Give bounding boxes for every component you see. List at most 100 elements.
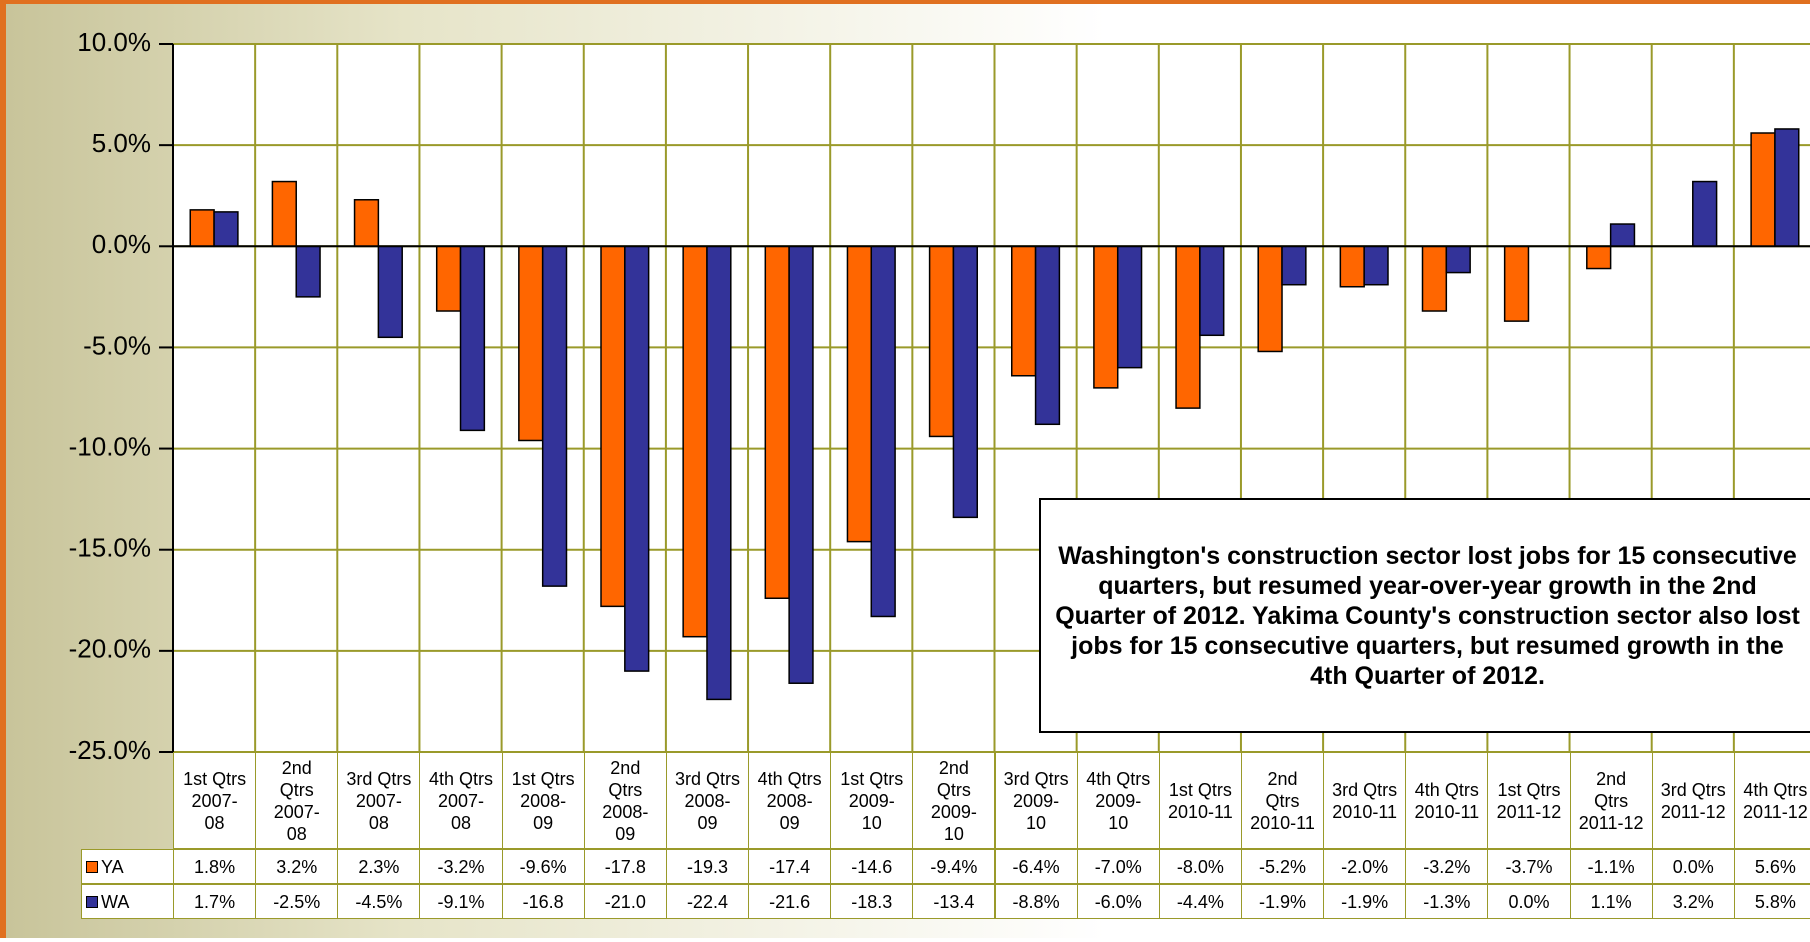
legend-label: YA (101, 856, 124, 877)
table-value: -3.7% (1487, 849, 1571, 884)
table-value: 0.0% (1651, 849, 1735, 884)
bar (377, 245, 403, 339)
bar (624, 245, 650, 672)
category-label: 1st Qtrs 2009-10 (830, 752, 914, 849)
bar (295, 245, 321, 298)
table-value: -4.4% (1158, 884, 1242, 919)
legend-entry: WA (81, 884, 174, 919)
table-value: -9.1% (419, 884, 503, 919)
table-value: -17.8 (583, 849, 667, 884)
bar (846, 245, 873, 543)
table-value: -18.3 (830, 884, 914, 919)
y-tick-label: -20.0% (69, 634, 151, 664)
category-label: 1st Qtrs 2011-12 (1487, 752, 1571, 849)
table-value: -1.1% (1569, 849, 1653, 884)
bar (1281, 245, 1307, 286)
table-value: -2.0% (1323, 849, 1407, 884)
bar (788, 245, 814, 684)
table-value: -5.2% (1240, 849, 1325, 884)
table-value: -6.0% (1076, 884, 1160, 919)
table-value: -21.0 (583, 884, 667, 919)
bar (764, 245, 790, 600)
bar (952, 245, 978, 519)
bar (928, 245, 955, 438)
category-label: 2nd Qtrs 2007-08 (255, 752, 339, 849)
category-label: 3rd Qtrs 2009-10 (994, 752, 1078, 849)
legend-label: WA (101, 891, 130, 912)
table-value: -3.2% (1405, 849, 1489, 884)
table-value: -6.4% (994, 849, 1078, 884)
category-label: 3rd Qtrs 2011-12 (1651, 752, 1735, 849)
bar (189, 209, 215, 248)
category-label: 3rd Qtrs 2007-08 (337, 752, 421, 849)
bar (1011, 245, 1037, 377)
table-value: -2.5% (255, 884, 339, 919)
table-value: -4.5% (337, 884, 421, 919)
table-value: -17.4 (748, 849, 832, 884)
bar (1750, 132, 1776, 248)
y-tick-label: -10.0% (69, 431, 151, 461)
bar (1445, 245, 1471, 274)
table-value: -21.6 (748, 884, 832, 919)
category-label: 3rd Qtrs 2008-09 (665, 752, 750, 849)
bar (1609, 223, 1636, 248)
table-value: 1.1% (1569, 884, 1653, 919)
bar (1503, 245, 1530, 322)
bar (1339, 245, 1365, 288)
y-tick-label: -15.0% (69, 533, 151, 563)
bar (459, 245, 486, 432)
bar (518, 245, 544, 442)
bar (1774, 128, 1800, 248)
table-value: 3.2% (255, 849, 339, 884)
annotation: Washington's construction sector lost jo… (1039, 498, 1810, 733)
legend-swatch (86, 860, 98, 873)
table-value: -19.3 (665, 849, 750, 884)
category-label: 2nd Qtrs 2008-09 (583, 752, 667, 849)
y-tick-label: -25.0% (69, 735, 151, 765)
category-label: 4th Qtrs 2011-12 (1733, 752, 1810, 849)
table-value: -16.8 (501, 884, 585, 919)
bar (1034, 245, 1061, 426)
bar (1363, 245, 1389, 286)
bar (682, 245, 708, 638)
table-value: 3.2% (1651, 884, 1735, 919)
table-value: -22.4 (665, 884, 750, 919)
bar (1692, 180, 1718, 248)
table-value: -8.0% (1158, 849, 1242, 884)
table-value: -3.2% (419, 849, 503, 884)
bar (213, 211, 239, 248)
bar (1116, 245, 1143, 369)
table-value: 1.8% (173, 849, 257, 884)
table-value: -7.0% (1076, 849, 1160, 884)
table-value: 2.3% (337, 849, 421, 884)
category-label: 1st Qtrs 2008-09 (501, 752, 585, 849)
table-value: -1.9% (1323, 884, 1407, 919)
table-value: -9.4% (912, 849, 996, 884)
legend-swatch (86, 895, 98, 908)
category-label: 4th Qtrs 2007-08 (419, 752, 503, 849)
table-value: -8.8% (994, 884, 1078, 919)
bar (870, 245, 896, 618)
category-label: 4th Qtrs 2009-10 (1076, 752, 1160, 849)
bar (435, 245, 462, 312)
bar (706, 245, 732, 701)
category-label: 3rd Qtrs 2010-11 (1323, 752, 1407, 849)
bar (1175, 245, 1201, 409)
category-label: 4th Qtrs 2008-09 (748, 752, 832, 849)
y-tick-label: 5.0% (92, 128, 151, 158)
bar (600, 245, 626, 608)
chart: 10.0% 5.0% 0.0% -5.0% -10.0% -15.0% -20.0% -25.… (69, 27, 1810, 765)
table-value: -14.6 (830, 849, 914, 884)
table-value: -9.6% (501, 849, 585, 884)
table-value: 5.8% (1733, 884, 1810, 919)
bar (1586, 245, 1612, 270)
bar (353, 199, 380, 248)
table-value: -1.9% (1240, 884, 1325, 919)
category-label: 1st Qtrs 2010-11 (1158, 752, 1242, 849)
category-label: 2nd Qtrs 2011-12 (1569, 752, 1653, 849)
bar (1257, 245, 1283, 353)
y-tick-label: 10.0% (77, 27, 151, 57)
table-value: 1.7% (173, 884, 257, 919)
category-label: 2nd Qtrs 2009-10 (912, 752, 996, 849)
